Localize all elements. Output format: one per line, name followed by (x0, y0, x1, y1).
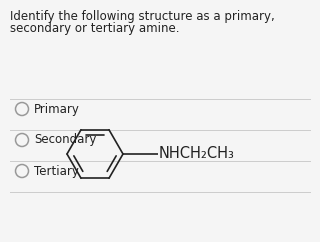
Text: NHCH₂CH₃: NHCH₂CH₃ (159, 146, 235, 161)
Text: Secondary: Secondary (34, 134, 96, 146)
Text: Tertiary: Tertiary (34, 165, 79, 177)
Text: Identify the following structure as a primary,: Identify the following structure as a pr… (10, 10, 275, 23)
Text: Primary: Primary (34, 103, 80, 115)
Text: secondary or tertiary amine.: secondary or tertiary amine. (10, 22, 180, 35)
